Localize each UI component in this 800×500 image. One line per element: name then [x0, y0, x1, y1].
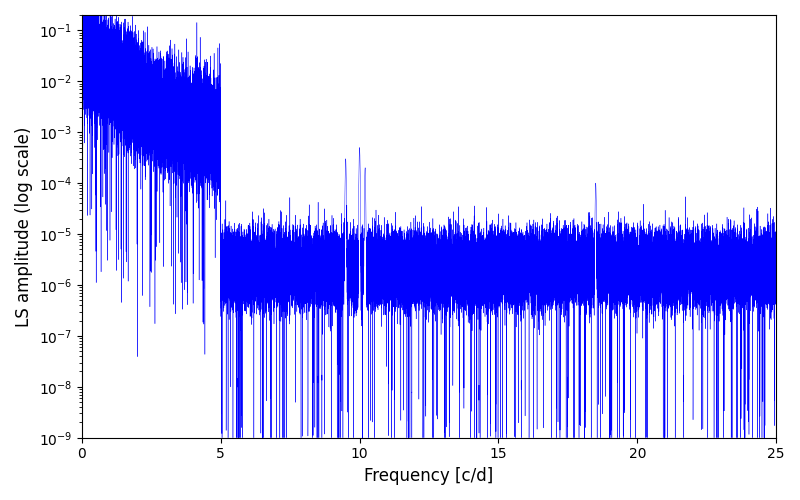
X-axis label: Frequency [c/d]: Frequency [c/d]	[364, 467, 494, 485]
Y-axis label: LS amplitude (log scale): LS amplitude (log scale)	[15, 126, 33, 326]
